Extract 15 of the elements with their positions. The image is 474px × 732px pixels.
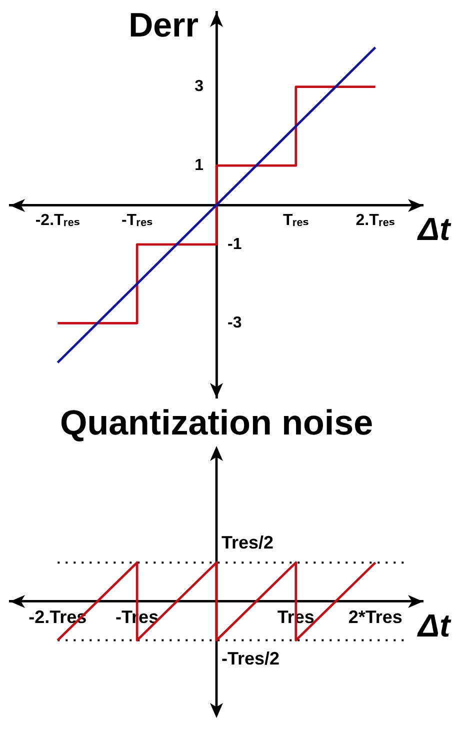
y2-tick-label: -1: [228, 236, 242, 253]
chart-title: Quantization noise: [60, 404, 374, 443]
ref-line-label: -Tres/2: [222, 648, 280, 668]
y-axis-title: Derr: [128, 6, 198, 44]
x-tick-label: -2.Tᵣₑₛ: [35, 212, 80, 230]
x-tick-label: 2*Tres: [348, 607, 402, 628]
y2-tick-label: -3: [228, 314, 242, 332]
y-tick-label: 3: [194, 78, 204, 96]
x-tick-label: Tᵣₑₛ: [282, 212, 309, 230]
x-axis-title: Δt: [417, 210, 452, 247]
x-tick-label: -Tᵣₑₛ: [121, 212, 153, 230]
x-tick-label: 2.Tᵣₑₛ: [356, 212, 395, 230]
x-axis-title: Δt: [417, 607, 452, 644]
ref-line-label: Tres/2: [222, 532, 274, 553]
y-tick-label: 1: [194, 157, 204, 174]
